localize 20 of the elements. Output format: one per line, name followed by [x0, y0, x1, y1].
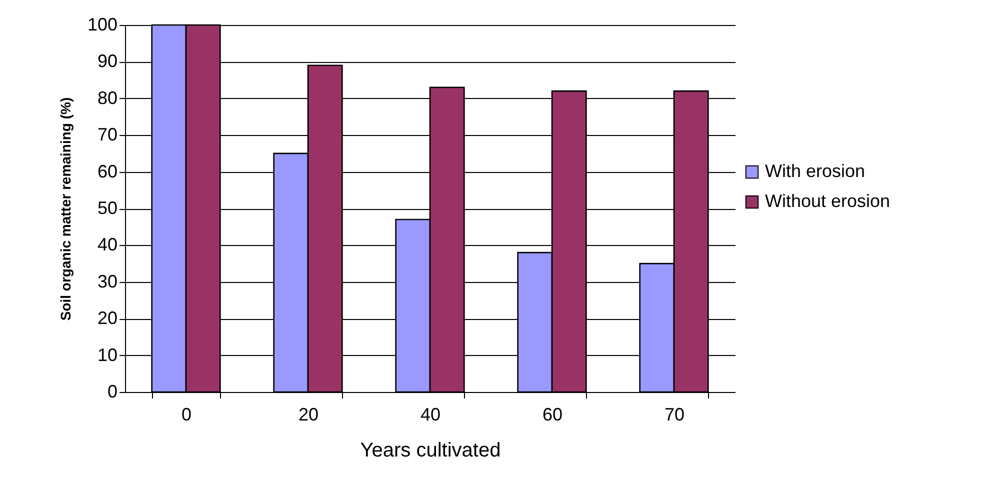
x-tick-label: 60: [542, 404, 563, 424]
y-tick-label: 70: [97, 124, 118, 145]
legend-label: With erosion: [765, 161, 866, 181]
x-tick-label: 20: [298, 404, 319, 424]
y-axis-title: Soil organic matter remaining (%): [57, 97, 74, 321]
y-tick-label: 80: [97, 88, 118, 108]
y-tick-label: 60: [97, 161, 118, 182]
legend-label: Without erosion: [765, 191, 890, 211]
x-axis-title: Years cultivated: [360, 440, 501, 462]
y-tick-label: 20: [97, 308, 118, 328]
y-tick-label: 0: [107, 382, 118, 402]
y-tick-label: 90: [97, 51, 118, 72]
y-tick-label: 100: [87, 14, 118, 34]
x-tick-label: 0: [181, 404, 192, 424]
y-tick-label: 10: [97, 344, 118, 365]
x-tick-label: 70: [664, 404, 685, 424]
y-tick-label: 30: [97, 271, 118, 292]
x-tick-label: 40: [420, 404, 441, 424]
y-tick-label: 40: [97, 234, 118, 255]
y-tick-label: 50: [97, 198, 118, 218]
